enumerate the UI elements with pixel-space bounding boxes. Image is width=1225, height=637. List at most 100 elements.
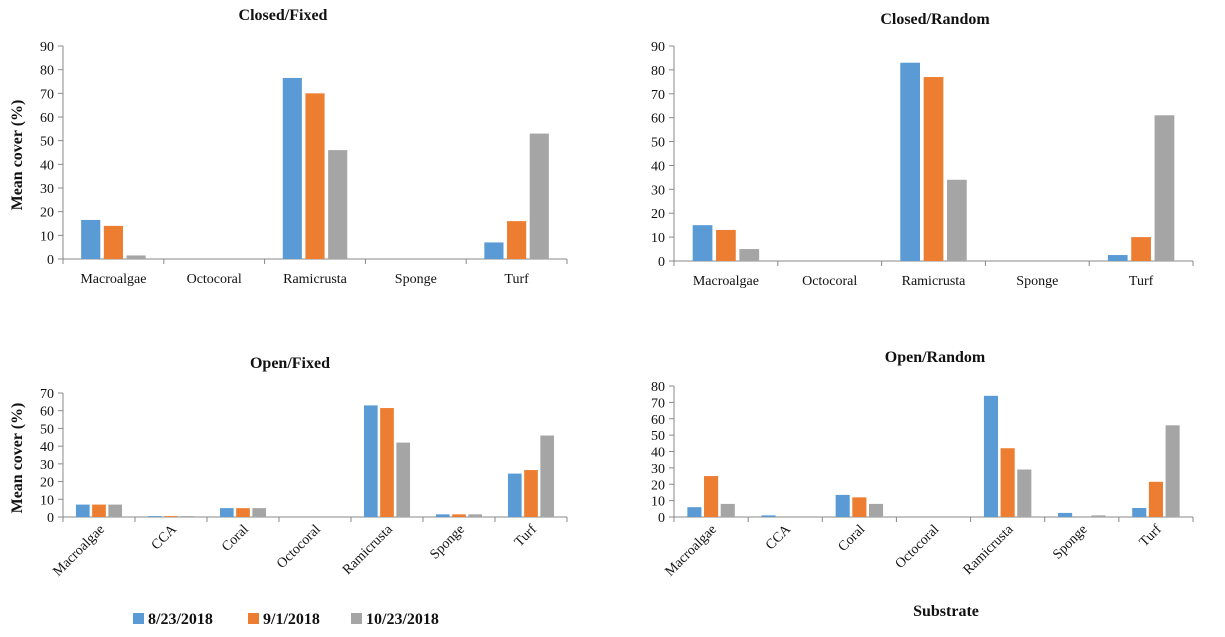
- bar: [1017, 470, 1031, 517]
- y-tick-label: 60: [651, 413, 665, 428]
- category-label: Sponge: [1050, 522, 1090, 562]
- chart-title: Open/Fixed: [250, 355, 330, 372]
- y-tick-label: 30: [40, 182, 54, 197]
- category-label: Macroalgae: [50, 522, 107, 579]
- bar: [869, 504, 883, 517]
- chart-panel: Open/Fixed Mean cover (%) 0 10 20 30 40 50 60 70 M…: [9, 355, 567, 580]
- category-label: Octocoral: [274, 522, 324, 572]
- bar: [148, 516, 162, 517]
- bar: [364, 405, 378, 517]
- y-tick-label: 70: [651, 88, 665, 103]
- y-tick-label: 50: [651, 429, 665, 444]
- bar: [127, 255, 146, 259]
- y-tick-label: 10: [651, 231, 665, 246]
- bar: [180, 516, 194, 517]
- bar: [540, 436, 554, 517]
- bar: [947, 180, 967, 261]
- y-tick-label: 40: [651, 159, 665, 174]
- y-tick-label: 30: [40, 458, 54, 473]
- bar: [900, 63, 920, 261]
- chart-title: Closed/Fixed: [239, 7, 328, 24]
- bar: [687, 507, 701, 517]
- y-tick-label: 0: [658, 511, 665, 526]
- y-tick-label: 90: [651, 40, 665, 55]
- y-tick-label: 40: [40, 158, 54, 173]
- y-tick-label: 20: [40, 476, 54, 491]
- category-label: Octocoral: [802, 274, 857, 289]
- category-label: Ramicrusta: [902, 274, 967, 289]
- y-tick-label: 80: [40, 64, 54, 79]
- category-label: Ramicrusta: [340, 522, 396, 578]
- bar: [1132, 508, 1146, 517]
- legend-label: 9/1/2018: [263, 611, 320, 628]
- bar: [1001, 448, 1015, 517]
- y-tick-label: 0: [47, 511, 54, 526]
- bar: [104, 226, 123, 259]
- bar: [836, 495, 850, 517]
- y-tick-label: 0: [47, 253, 54, 268]
- bar: [1149, 482, 1163, 517]
- category-label: CCA: [149, 522, 181, 554]
- legend: 8/23/2018 9/1/2018 10/23/2018: [133, 611, 439, 628]
- chart-panel: Closed/Random 0 10 20 30 40 50 60 70 80 90 Macroalg…: [651, 11, 1193, 289]
- bar: [984, 396, 998, 517]
- bar: [721, 504, 735, 517]
- bar: [530, 134, 549, 259]
- chart-title: Open/Random: [885, 349, 986, 366]
- bar: [693, 225, 713, 261]
- y-tick-label: 30: [651, 183, 665, 198]
- category-label: Coral: [219, 522, 252, 555]
- bar: [1058, 513, 1072, 517]
- bar: [524, 470, 538, 517]
- y-tick-label: 30: [651, 462, 665, 477]
- legend-swatch: [248, 613, 259, 624]
- y-tick-label: 10: [40, 229, 54, 244]
- category-label: Macroalgae: [663, 522, 720, 579]
- category-label: Octocoral: [187, 272, 242, 287]
- y-tick-label: 0: [658, 255, 665, 270]
- category-label: Turf: [504, 272, 529, 287]
- category-label: Coral: [836, 522, 869, 555]
- bar: [716, 230, 736, 261]
- y-tick-label: 10: [651, 495, 665, 510]
- bar: [220, 508, 234, 517]
- bar: [283, 78, 302, 259]
- category-label: Turf: [1129, 274, 1154, 289]
- bar: [1155, 115, 1175, 261]
- bar: [81, 220, 100, 259]
- bar: [1108, 255, 1128, 261]
- bar: [761, 515, 775, 517]
- y-tick-label: 40: [40, 440, 54, 455]
- y-axis-label: Mean cover (%): [9, 100, 26, 211]
- y-tick-label: 90: [40, 40, 54, 55]
- bar: [704, 476, 718, 517]
- bar: [852, 497, 866, 517]
- y-axis-label: Mean cover (%): [9, 403, 26, 514]
- bar: [468, 514, 482, 517]
- y-tick-label: 80: [651, 380, 665, 395]
- y-tick-label: 40: [651, 446, 665, 461]
- category-label: Sponge: [395, 272, 437, 287]
- bar: [507, 221, 526, 259]
- category-label: Macroalgae: [80, 272, 146, 287]
- y-tick-label: 60: [40, 111, 54, 126]
- legend-swatch: [133, 613, 144, 624]
- bar: [436, 514, 450, 517]
- bar: [1131, 237, 1151, 261]
- bar: [252, 508, 266, 517]
- bar: [305, 93, 324, 259]
- bar: [108, 505, 122, 517]
- category-label: Sponge: [1016, 274, 1058, 289]
- y-tick-label: 70: [651, 396, 665, 411]
- bar: [1091, 515, 1105, 517]
- chart-panel: Closed/Fixed Mean cover (%) 0 10 20 30 40 50 60 7…: [9, 7, 567, 287]
- x-axis-label: Substrate: [913, 603, 979, 620]
- bar: [380, 408, 394, 517]
- bar: [452, 514, 466, 517]
- y-tick-label: 60: [651, 112, 665, 127]
- y-tick-label: 50: [40, 135, 54, 150]
- bar: [328, 150, 347, 259]
